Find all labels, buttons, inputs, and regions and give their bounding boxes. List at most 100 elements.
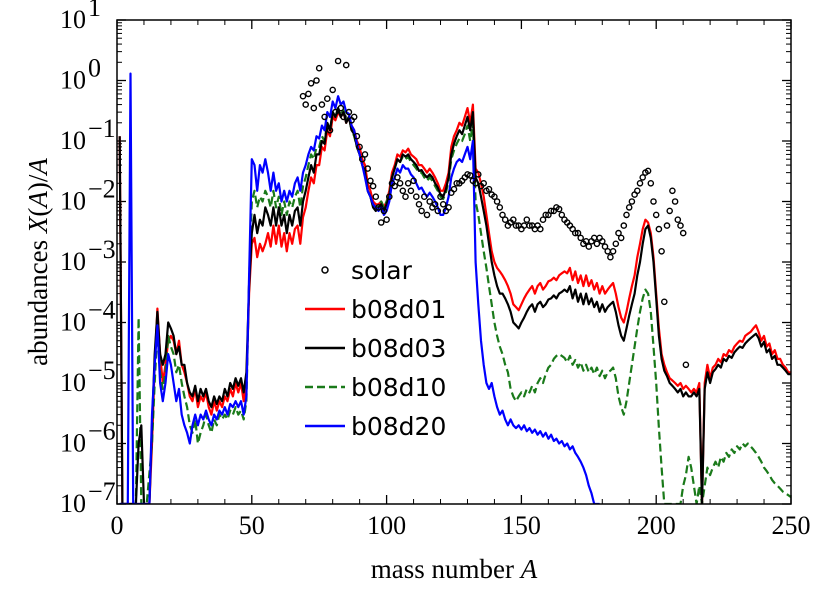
y-tick-label: 10 (60, 187, 86, 216)
solar-point (466, 172, 474, 179)
solar-point (431, 200, 439, 208)
solar-point (523, 216, 531, 223)
solar-point (396, 179, 404, 187)
solar-point (329, 86, 337, 94)
axis-ticks (116, 19, 792, 505)
solar-point (623, 211, 630, 219)
solar-point (377, 219, 385, 226)
solar-point (669, 187, 676, 195)
solar-point (650, 198, 657, 205)
solar-point (671, 198, 679, 205)
solar-point (604, 247, 612, 255)
y-tick-label: 10 (60, 489, 86, 518)
x-tick-label: 100 (367, 511, 406, 540)
solar-point (412, 193, 420, 200)
y-tick-label: 10 (60, 247, 86, 276)
solar-point (539, 216, 547, 223)
solar-point (302, 101, 310, 108)
solar-point (321, 113, 328, 121)
solar-point (332, 108, 339, 116)
y-tick-exponent: 0 (88, 54, 101, 83)
solar-point (647, 179, 655, 187)
y-tick-label: 10 (60, 126, 86, 155)
solar-point (652, 211, 660, 219)
legend-b08d01-label: b08d01 (351, 295, 446, 324)
solar-point (574, 229, 582, 237)
solar-point (340, 113, 347, 121)
series-b08d20-line (119, 72, 600, 504)
solar-point (599, 237, 606, 245)
solar-point (577, 234, 585, 242)
solar-point (679, 229, 687, 237)
solar-point (501, 216, 509, 223)
y-tick-label: 10 (60, 308, 86, 337)
x-tick-label: 150 (502, 511, 541, 540)
series-b08d03-line (118, 107, 791, 504)
solar-point (307, 80, 315, 87)
solar-point (394, 174, 401, 181)
solar-point (423, 211, 431, 219)
x-axis-label: mass number A (371, 554, 538, 584)
y-tick-label: 10 (60, 5, 86, 34)
solar-point (372, 193, 380, 200)
solar-point (399, 187, 407, 195)
solar-point (402, 193, 409, 200)
solar-point (655, 225, 663, 233)
solar-point (607, 253, 614, 261)
series-layer (118, 57, 791, 504)
solar-point (666, 207, 674, 215)
y-tick-exponent: 1 (88, 0, 101, 22)
solar-point (585, 243, 593, 250)
solar-point (493, 198, 501, 205)
solar-point (353, 132, 361, 140)
solar-point (367, 177, 374, 185)
solar-point (628, 198, 636, 205)
solar-point (555, 205, 563, 213)
y-axis-label: abundances X(A)/A (23, 158, 53, 366)
solar-point (407, 187, 415, 195)
solar-point (337, 104, 345, 112)
y-tick-exponent: −7 (88, 477, 116, 506)
y-tick-label: 10 (60, 66, 86, 95)
solar-point (572, 229, 579, 237)
series-b08d10-line (119, 107, 791, 504)
solar-point (677, 222, 684, 229)
solar-point (361, 151, 369, 158)
solar-point (383, 216, 390, 223)
solar-point (526, 222, 533, 229)
solar-point (445, 204, 452, 211)
solar-point (434, 207, 442, 215)
solar-point (639, 174, 647, 181)
solar-point (499, 211, 506, 219)
x-tick-label: 50 (239, 511, 265, 540)
x-tick-label: 250 (772, 511, 811, 540)
solar-point (593, 240, 601, 248)
solar-point (369, 182, 377, 190)
legend-solar-label: solar (351, 256, 413, 285)
solar-point (636, 179, 644, 187)
solar-point (620, 222, 628, 229)
solar-point (426, 198, 434, 205)
solar-point (537, 225, 544, 233)
legend: solar b08d01 b08d03 b08d10 b08d20 (305, 256, 446, 441)
solar-point (450, 185, 458, 193)
solar-point (318, 101, 326, 108)
solar-point (547, 207, 555, 215)
solar-point (364, 165, 372, 172)
solar-point (485, 185, 493, 193)
solar-point (380, 207, 388, 215)
solar-point (615, 229, 622, 237)
solar-point (310, 104, 318, 112)
solar-point (661, 298, 668, 306)
y-tick-exponent: −3 (88, 235, 116, 264)
y-tick-exponent: −2 (88, 175, 116, 204)
solar-point (682, 361, 690, 369)
solar-point (453, 179, 461, 187)
y-tick-exponent: −6 (88, 417, 116, 446)
solar-point (496, 204, 504, 211)
x-tick-label: 200 (637, 511, 676, 540)
solar-point (558, 211, 566, 219)
y-tick-exponent: −5 (88, 356, 116, 385)
x-tick-label: 0 (111, 511, 124, 540)
